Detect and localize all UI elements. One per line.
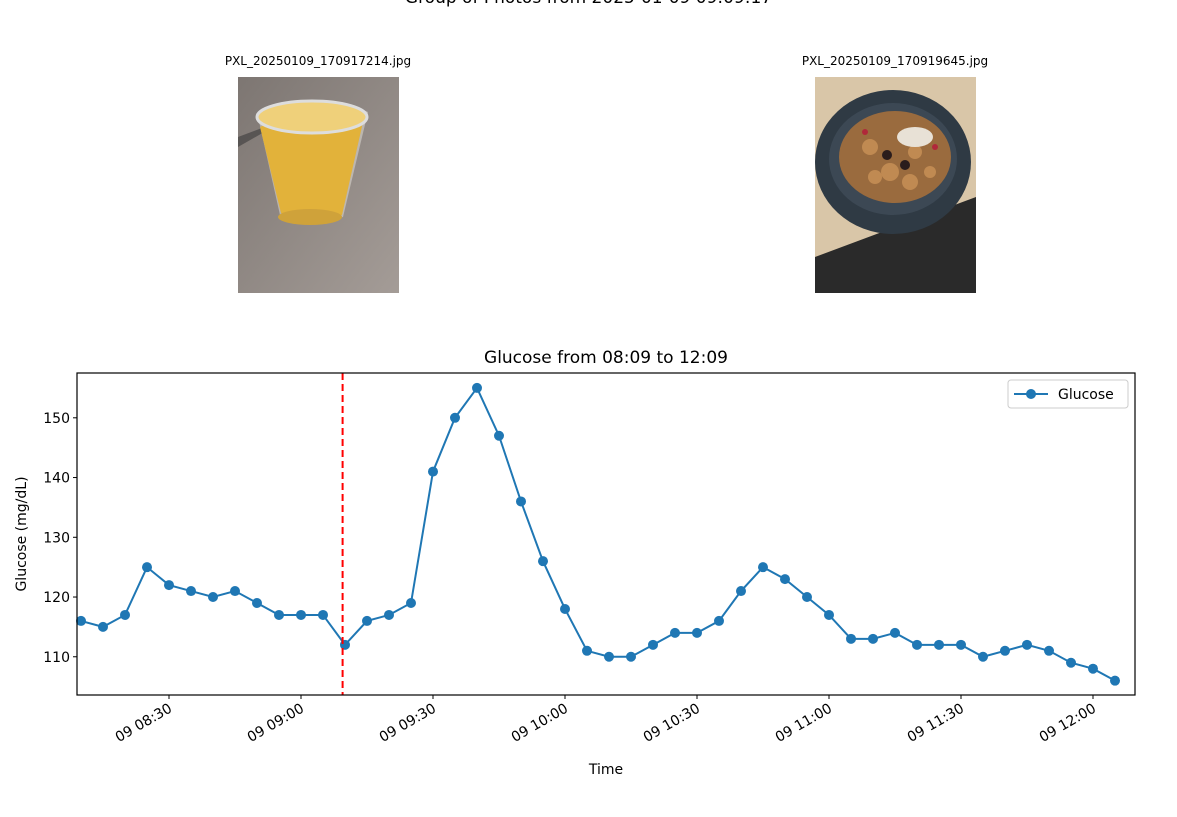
- x-axis-label: Time: [588, 762, 623, 778]
- glucose-data-point: [208, 592, 218, 603]
- glucose-series-line: [80, 385, 1116, 682]
- glucose-data-point: [1088, 663, 1098, 674]
- figure-suptitle: Group of Photos from 2025-01-09 09:09:17: [0, 0, 1177, 8]
- y-tick-label: 150: [43, 411, 70, 427]
- glucose-data-point: [912, 639, 922, 650]
- x-tick-label: 09 10:00: [509, 701, 571, 746]
- glucose-data-point: [516, 496, 526, 507]
- glucose-data-point: [978, 651, 988, 662]
- glucose-data-point: [450, 412, 460, 423]
- glucose-data-point: [164, 580, 174, 591]
- axes-frame: [76, 372, 1136, 696]
- x-tick-label: 09 09:30: [377, 701, 439, 746]
- glucose-data-point: [538, 556, 548, 567]
- photo-caption-1: PXL_20250109_170917214.jpg: [224, 54, 412, 68]
- glucose-data-point: [296, 609, 306, 620]
- glucose-data-point: [472, 382, 482, 393]
- glucose-data-point: [714, 615, 724, 626]
- glucose-data-point: [142, 562, 152, 573]
- glucose-data-point: [846, 633, 856, 644]
- x-tick-label: 09 12:00: [1037, 701, 1099, 746]
- glucose-data-point: [670, 627, 680, 638]
- glucose-data-point: [230, 586, 240, 597]
- glucose-data-point: [626, 651, 636, 662]
- y-tick-label: 140: [43, 471, 70, 487]
- glucose-data-point: [780, 574, 790, 585]
- glucose-data-point: [934, 639, 944, 650]
- glucose-data-point: [428, 466, 438, 477]
- y-axis-label: Glucose (mg/dL): [14, 476, 30, 591]
- glucose-data-point: [362, 615, 372, 626]
- photo-granola-bowl: [815, 77, 976, 293]
- glucose-data-point: [582, 645, 592, 656]
- glucose-data-point: [252, 598, 262, 608]
- x-tick-label: 09 09:00: [245, 701, 307, 746]
- glucose-data-point: [76, 615, 86, 626]
- glucose-data-point: [736, 586, 746, 597]
- glucose-data-point: [120, 609, 130, 620]
- glucose-data-point: [384, 609, 394, 620]
- glucose-data-point: [560, 603, 570, 614]
- photo-caption-2: PXL_20250109_170919645.jpg: [801, 54, 989, 68]
- glucose-data-point: [1022, 639, 1032, 650]
- glucose-data-point: [318, 609, 328, 620]
- legend-marker-icon: [1026, 389, 1036, 399]
- glucose-data-point: [1000, 645, 1010, 656]
- y-tick-label: 110: [43, 650, 70, 666]
- photo-orange-juice: [238, 77, 399, 293]
- glucose-data-point: [98, 621, 108, 632]
- glucose-data-point: [274, 609, 284, 620]
- glucose-data-point: [604, 651, 614, 662]
- glucose-data-point: [1066, 657, 1076, 668]
- glucose-data-point: [406, 598, 416, 608]
- y-tick-label: 120: [43, 590, 70, 606]
- glucose-data-point: [692, 627, 702, 638]
- y-tick-label: 130: [43, 530, 70, 546]
- glucose-data-point: [802, 592, 812, 603]
- glucose-data-point: [1044, 645, 1054, 656]
- chart-title: Glucose from 08:09 to 12:09: [484, 348, 728, 368]
- glucose-data-point: [494, 430, 504, 441]
- glucose-data-point: [1110, 675, 1120, 686]
- glucose-data-point: [868, 633, 878, 644]
- x-tick-label: 09 11:00: [773, 701, 835, 746]
- glucose-data-point: [824, 609, 834, 620]
- x-tick-label: 09 08:30: [113, 701, 175, 746]
- glucose-data-point: [956, 639, 966, 650]
- legend-label: Glucose: [1058, 387, 1114, 403]
- legend: Glucose: [1007, 379, 1129, 409]
- glucose-data-point: [340, 639, 350, 650]
- x-tick-label: 09 10:30: [641, 701, 703, 746]
- x-tick-label: 09 11:30: [905, 701, 967, 746]
- glucose-data-point: [758, 562, 768, 573]
- glucose-data-point: [186, 586, 196, 597]
- glucose-data-point: [890, 627, 900, 638]
- glucose-data-point: [648, 639, 658, 650]
